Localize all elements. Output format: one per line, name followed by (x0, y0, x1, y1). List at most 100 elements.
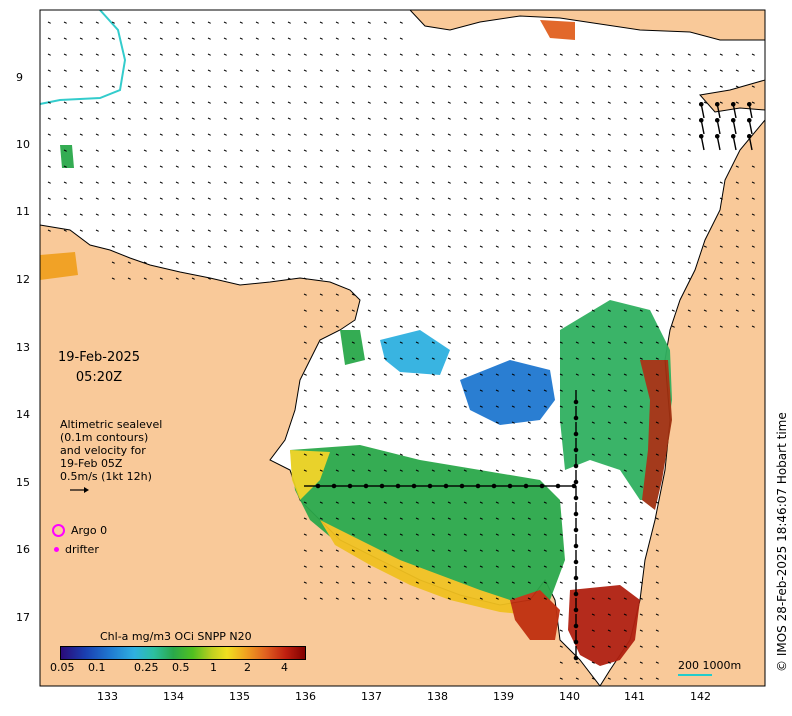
velocity-arrow (655, 677, 659, 680)
velocity-arrowhead (331, 483, 337, 489)
velocity-arrow (47, 165, 51, 168)
velocity-arrow (559, 309, 563, 312)
drifter-dot-icon (54, 547, 59, 552)
velocity-arrow (335, 53, 339, 56)
velocity-arrow (367, 325, 371, 328)
velocity-arrow (607, 261, 611, 264)
velocity-arrow (159, 197, 163, 200)
velocity-arrow (655, 549, 659, 552)
velocity-arrow (479, 405, 483, 408)
velocity-arrow (111, 53, 115, 56)
velocity-arrow (399, 21, 403, 24)
velocity-arrow (447, 581, 451, 584)
velocity-arrow (639, 549, 643, 552)
velocity-arrow (447, 309, 451, 312)
velocity-arrow (607, 661, 611, 664)
velocity-arrow (671, 165, 675, 168)
velocity-arrow (239, 277, 243, 280)
velocity-arrow (303, 149, 307, 152)
velocity-arrow (495, 501, 499, 504)
velocity-arrow (223, 133, 227, 136)
velocity-arrow (255, 213, 259, 216)
velocity-arrow (399, 165, 403, 168)
velocity-arrow (559, 533, 563, 536)
velocity-arrow (671, 261, 675, 264)
velocity-arrow (431, 437, 435, 440)
velocity-arrow (479, 293, 483, 296)
velocity-arrow (383, 197, 387, 200)
velocity-arrow (95, 117, 99, 120)
velocity-arrow (287, 117, 291, 120)
velocity-arrow (639, 645, 643, 648)
velocity-arrow (303, 213, 307, 216)
velocity-arrow (575, 149, 579, 152)
velocity-arrow (255, 133, 259, 136)
velocity-arrow (431, 357, 435, 360)
velocity-arrow (463, 469, 467, 472)
velocity-arrow (431, 533, 435, 536)
velocity-arrow (255, 261, 259, 264)
velocity-arrow (559, 661, 563, 664)
velocity-arrow (447, 325, 451, 328)
velocity-arrow (575, 293, 579, 296)
velocity-arrow (223, 53, 227, 56)
velocity-arrow (479, 165, 483, 168)
velocity-arrow (175, 245, 179, 248)
velocity-arrow (127, 37, 131, 40)
velocity-arrow (700, 136, 705, 151)
velocity-arrow (575, 245, 579, 248)
velocity-arrow (415, 117, 419, 120)
y-tick: 9 (16, 71, 23, 84)
velocity-arrow (687, 325, 691, 328)
velocity-arrow (655, 53, 659, 56)
velocity-arrow (479, 341, 483, 344)
velocity-arrow (751, 85, 755, 88)
velocity-arrow (255, 21, 259, 24)
velocity-arrow (159, 277, 163, 280)
velocity-arrow (335, 437, 339, 440)
velocity-arrow (559, 85, 563, 88)
velocity-arrow (175, 53, 179, 56)
velocity-arrow (335, 597, 339, 600)
velocity-arrow (431, 117, 435, 120)
velocity-arrow (687, 69, 691, 72)
velocity-arrow (399, 213, 403, 216)
velocity-arrow (463, 565, 467, 568)
velocity-arrow (463, 501, 467, 504)
velocity-arrow (431, 373, 435, 376)
velocity-arrow (447, 549, 451, 552)
velocity-arrow (479, 357, 483, 360)
velocity-arrow (479, 197, 483, 200)
velocity-arrow (207, 85, 211, 88)
velocity-arrow (607, 501, 611, 504)
velocity-arrow (527, 437, 531, 440)
velocity-arrow (607, 437, 611, 440)
velocity-arrowhead (539, 483, 545, 489)
velocity-arrow (335, 469, 339, 472)
velocity-arrowhead (746, 117, 752, 123)
velocity-arrow (639, 437, 643, 440)
velocity-arrow (463, 229, 467, 232)
velocity-arrow (415, 277, 419, 280)
velocity-arrow (351, 597, 355, 600)
velocity-arrow (575, 117, 579, 120)
velocity-arrow (351, 85, 355, 88)
velocity-arrow (463, 85, 467, 88)
velocity-arrow (623, 645, 627, 648)
velocity-arrow (399, 533, 403, 536)
altimetry-line: Altimetric sealevel (60, 418, 163, 431)
velocity-arrow (671, 229, 675, 232)
velocity-arrowhead (746, 133, 752, 139)
velocity-arrow (527, 149, 531, 152)
x-tick: 141 (624, 690, 645, 703)
velocity-arrow (303, 245, 307, 248)
velocity-arrow (527, 325, 531, 328)
velocity-arrow (207, 149, 211, 152)
x-tick: 136 (295, 690, 316, 703)
velocity-arrow (639, 229, 643, 232)
velocity-arrow (447, 277, 451, 280)
velocity-arrow (319, 437, 323, 440)
velocity-arrow (607, 533, 611, 536)
velocity-arrow (47, 53, 51, 56)
velocity-arrow (655, 581, 659, 584)
